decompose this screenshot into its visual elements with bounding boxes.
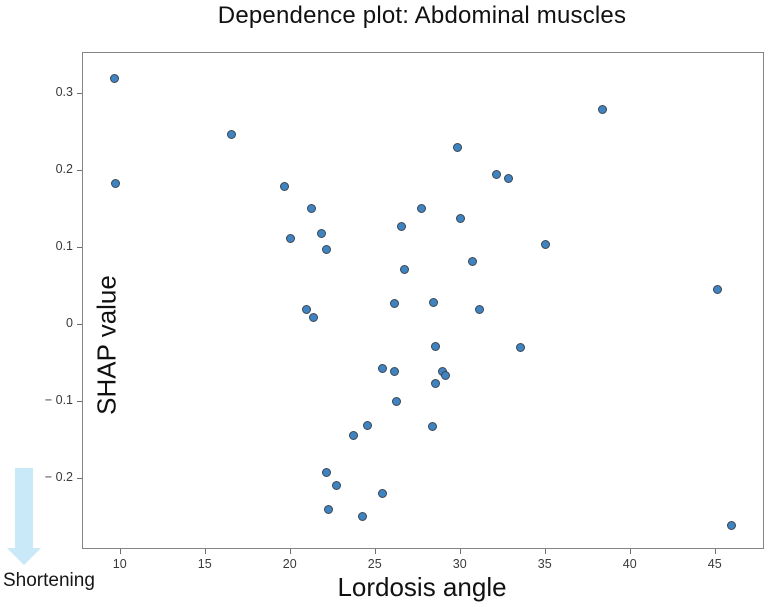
- y-tick-label: − 0.2: [44, 469, 73, 484]
- data-point: [427, 422, 437, 432]
- data-point: [301, 305, 311, 315]
- y-tick-label: 0: [66, 315, 73, 330]
- data-point: [475, 305, 485, 315]
- data-point: [713, 285, 723, 295]
- y-tick-mark: [77, 93, 82, 95]
- data-point: [429, 298, 439, 308]
- data-point: [430, 342, 440, 352]
- data-point: [390, 298, 400, 308]
- x-tick-mark: [544, 549, 546, 554]
- data-point: [111, 178, 121, 188]
- x-tick-label: 35: [537, 557, 552, 571]
- data-point: [453, 142, 463, 152]
- x-tick-mark: [714, 549, 716, 554]
- data-point: [109, 74, 119, 84]
- data-point: [541, 240, 551, 250]
- data-point: [597, 104, 607, 114]
- x-axis-label: Lordosis angle: [337, 572, 507, 602]
- y-tick-label: 0.2: [55, 162, 73, 176]
- data-point: [349, 431, 359, 441]
- data-point: [468, 257, 478, 267]
- data-point: [286, 234, 296, 244]
- data-point: [226, 130, 236, 140]
- x-tick-mark: [629, 549, 631, 554]
- data-point: [391, 396, 401, 406]
- shortening-annotation-label: Shortening: [3, 570, 95, 591]
- data-point: [322, 468, 332, 478]
- y-tick-mark: [77, 400, 82, 402]
- data-point: [322, 245, 332, 255]
- shortening-arrow-icon: [15, 468, 33, 549]
- data-point: [456, 214, 466, 224]
- x-tick-label: 30: [452, 557, 467, 571]
- chart-title: Dependence plot: Abdominal muscles: [217, 2, 627, 29]
- data-point: [362, 420, 372, 430]
- scatter-plot-area: 10 15 20 25 30 35 40 45 0.3 0.2 0.1 0− 0.1− 0.2 SHA…: [45, 52, 764, 571]
- y-tick-mark: [77, 323, 82, 325]
- data-point: [396, 221, 406, 231]
- data-point: [417, 204, 427, 214]
- data-point: [308, 312, 318, 322]
- data-point: [726, 520, 736, 530]
- y-tick-mark: [77, 477, 82, 479]
- data-point: [378, 363, 388, 373]
- data-point: [332, 481, 342, 491]
- data-point: [504, 174, 514, 184]
- data-point: [441, 370, 451, 380]
- data-point: [323, 504, 333, 514]
- x-tick-label: 20: [282, 557, 297, 571]
- x-tick-label: 25: [367, 557, 382, 571]
- data-point: [279, 181, 289, 191]
- data-point: [390, 366, 400, 376]
- x-tick-mark: [119, 549, 121, 554]
- data-point: [306, 203, 316, 213]
- y-tick-label: 0.3: [55, 85, 73, 100]
- data-point: [492, 169, 502, 179]
- x-tick-label: 10: [112, 557, 127, 571]
- x-tick-label: 15: [197, 557, 212, 571]
- data-point: [357, 512, 367, 522]
- data-point: [430, 379, 440, 389]
- x-tick-label: 40: [622, 557, 637, 571]
- y-tick-label: 0.1: [55, 238, 73, 253]
- data-point: [400, 265, 410, 275]
- data-point: [515, 342, 525, 352]
- x-tick-mark: [204, 549, 206, 554]
- shortening-arrowhead-icon: [7, 548, 41, 565]
- x-tick-label: 45: [707, 557, 722, 571]
- data-point: [317, 228, 327, 238]
- x-tick-mark: [289, 549, 291, 554]
- x-tick-mark: [374, 549, 376, 554]
- y-tick-mark: [77, 170, 82, 171]
- y-tick-label: − 0.1: [44, 392, 73, 407]
- y-tick-mark: [77, 246, 82, 248]
- x-tick-mark: [459, 549, 461, 554]
- plot-canvas: 10 15 20 25 30 35 40 45 0.3 0.2 0.1 0 − 0.1 − 0.2: [45, 53, 763, 571]
- data-point: [378, 489, 388, 499]
